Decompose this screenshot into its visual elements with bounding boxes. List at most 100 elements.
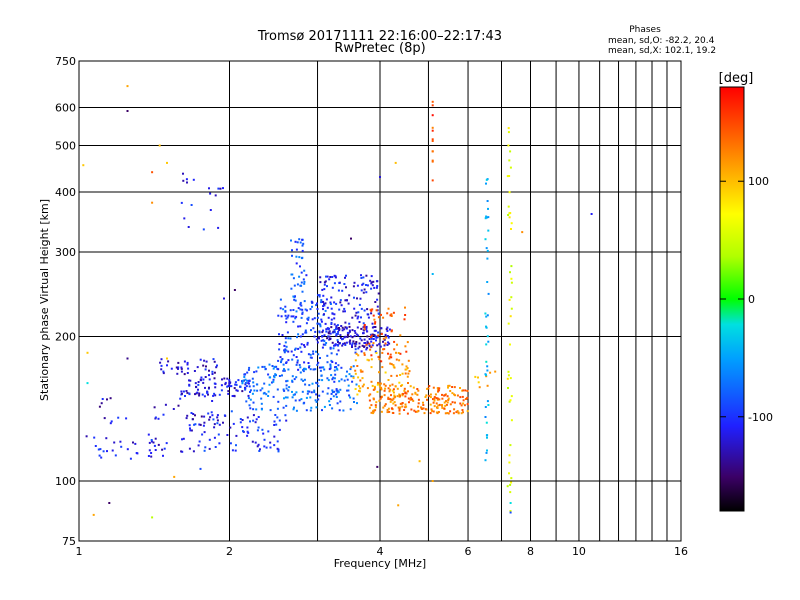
data-point bbox=[203, 359, 206, 362]
data-point bbox=[431, 150, 434, 153]
data-point bbox=[295, 315, 298, 318]
data-point bbox=[356, 317, 359, 320]
data-point bbox=[306, 341, 309, 344]
data-point bbox=[187, 226, 190, 228]
data-point bbox=[329, 347, 332, 350]
data-point bbox=[333, 329, 336, 331]
data-point bbox=[182, 179, 185, 182]
data-point bbox=[103, 417, 106, 420]
data-point bbox=[379, 387, 382, 390]
data-point bbox=[292, 315, 295, 318]
data-point bbox=[331, 286, 334, 289]
data-point bbox=[299, 241, 302, 244]
data-point bbox=[283, 397, 285, 400]
data-point bbox=[160, 358, 163, 361]
data-point bbox=[374, 321, 377, 324]
data-point bbox=[328, 327, 330, 330]
data-point bbox=[202, 364, 205, 367]
data-point bbox=[288, 386, 291, 389]
data-point bbox=[339, 388, 342, 391]
data-point bbox=[339, 337, 342, 339]
data-point bbox=[434, 393, 437, 396]
data-point bbox=[377, 312, 380, 315]
data-point bbox=[386, 335, 389, 337]
data-point bbox=[466, 396, 469, 399]
data-point bbox=[362, 383, 365, 386]
data-point bbox=[191, 418, 194, 421]
data-point bbox=[281, 374, 283, 377]
data-point bbox=[328, 400, 331, 403]
y-tick-label: 200 bbox=[55, 331, 76, 344]
data-point bbox=[309, 409, 312, 412]
data-point bbox=[407, 390, 409, 393]
data-point bbox=[182, 437, 185, 440]
data-point bbox=[312, 368, 315, 371]
data-point bbox=[449, 390, 452, 392]
data-point bbox=[379, 382, 382, 385]
data-point bbox=[487, 229, 490, 232]
data-point bbox=[300, 343, 303, 346]
data-point bbox=[356, 297, 358, 300]
data-point bbox=[460, 412, 463, 415]
data-point bbox=[324, 280, 327, 283]
data-point bbox=[462, 399, 465, 402]
data-point bbox=[400, 384, 403, 387]
data-point bbox=[389, 388, 392, 391]
data-point bbox=[322, 343, 325, 346]
data-point bbox=[373, 286, 376, 289]
data-point bbox=[199, 378, 202, 381]
data-point bbox=[326, 337, 329, 340]
data-point bbox=[329, 363, 332, 366]
data-point bbox=[315, 406, 318, 409]
data-point bbox=[447, 412, 450, 415]
data-point bbox=[485, 421, 488, 424]
data-point bbox=[109, 397, 112, 400]
data-point bbox=[509, 511, 512, 514]
data-point bbox=[404, 372, 407, 375]
data-point bbox=[294, 299, 297, 302]
data-point bbox=[345, 274, 347, 277]
data-point bbox=[508, 298, 511, 301]
data-point bbox=[164, 403, 167, 406]
data-point bbox=[291, 390, 293, 393]
data-point bbox=[280, 361, 282, 364]
data-point bbox=[283, 349, 286, 352]
x-tick-label: 6 bbox=[465, 545, 472, 558]
data-point bbox=[409, 398, 412, 401]
data-point bbox=[322, 308, 324, 311]
data-point bbox=[275, 365, 278, 368]
data-point bbox=[389, 353, 392, 356]
data-point bbox=[393, 340, 396, 343]
data-point bbox=[349, 408, 352, 411]
data-point bbox=[374, 329, 377, 332]
data-point bbox=[320, 301, 323, 304]
data-point bbox=[486, 400, 489, 403]
data-point bbox=[404, 392, 407, 395]
data-point bbox=[120, 445, 123, 448]
data-point bbox=[351, 380, 354, 383]
data-point bbox=[386, 326, 389, 329]
data-point bbox=[360, 339, 363, 342]
data-point bbox=[248, 366, 251, 369]
data-point bbox=[308, 366, 310, 369]
data-point bbox=[393, 401, 396, 404]
data-point bbox=[310, 329, 312, 332]
data-point bbox=[399, 406, 402, 409]
data-point bbox=[372, 412, 375, 415]
data-point bbox=[349, 335, 352, 338]
data-point bbox=[367, 359, 370, 362]
data-point bbox=[203, 395, 206, 398]
data-point bbox=[228, 379, 231, 382]
data-point bbox=[209, 416, 212, 419]
data-point bbox=[254, 441, 257, 444]
data-point bbox=[300, 316, 303, 319]
data-point bbox=[246, 416, 249, 419]
data-point bbox=[193, 370, 196, 372]
data-point bbox=[333, 344, 335, 347]
data-point bbox=[320, 318, 323, 321]
data-point bbox=[375, 339, 377, 342]
data-point bbox=[181, 450, 184, 453]
data-point bbox=[398, 395, 401, 398]
data-point bbox=[314, 399, 317, 402]
data-point bbox=[348, 330, 351, 333]
